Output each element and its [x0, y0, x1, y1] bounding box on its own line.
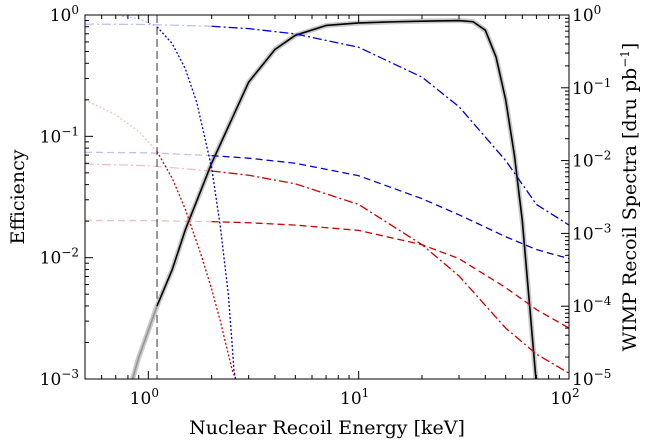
axes-layer: 100 101 102 10−3 10−2 10−1 100 10−5 10−4 10−3 10−2…	[40, 3, 612, 409]
y-axis-left-label: Efficiency	[7, 149, 29, 244]
x-tick-label-0: 100	[130, 386, 159, 409]
y-axis-right-label-sup: −1	[618, 50, 632, 68]
series-0-band	[129, 18, 539, 379]
series-4	[85, 219, 569, 329]
series-1-faint	[85, 23, 212, 27]
series-2	[85, 151, 569, 260]
y-right-tick-label-5: 100	[572, 3, 601, 26]
series-6-faint	[85, 99, 158, 152]
series-1-line	[211, 25, 569, 226]
x-tick-label-1: 101	[340, 386, 369, 409]
x-axis-label: Nuclear Recoil Energy [keV]	[189, 417, 465, 439]
y-axis-right-label-close: ]	[619, 43, 641, 50]
x-tick-label-2: 102	[550, 386, 579, 409]
series-0-line	[156, 19, 537, 379]
series-4-line	[211, 221, 569, 329]
series-0-faint	[131, 305, 158, 379]
y-axis-right-label: WIMP Recoil Spectra [dru pb−1]	[618, 43, 641, 352]
y-left-tick-label-3: 100	[50, 3, 79, 26]
series-2-line	[211, 154, 569, 260]
series-6-line	[156, 151, 237, 379]
y-right-tick-label-2: 10−3	[572, 221, 611, 244]
y-right-tick-label-1: 10−4	[572, 294, 612, 317]
series-layer	[85, 15, 569, 379]
y-left-tick-label-0: 10−3	[40, 367, 79, 390]
series-5-line	[156, 26, 237, 379]
series-5-faint	[121, 15, 158, 28]
series-5	[121, 15, 237, 379]
y-right-tick-label-4: 10−1	[572, 76, 611, 99]
y-axis-right-label-main: WIMP Recoil Spectra [dru pb	[619, 68, 641, 352]
plot-frame	[84, 14, 570, 380]
y-left-tick-label-2: 10−1	[40, 124, 79, 147]
y-right-tick-label-3: 10−2	[572, 149, 611, 172]
series-0	[129, 18, 539, 379]
series-1	[85, 23, 569, 226]
series-6	[85, 99, 237, 379]
y-left-tick-label-1: 10−2	[40, 246, 79, 269]
y-right-tick-label-0: 10−5	[572, 367, 611, 390]
series-3-faint	[85, 163, 212, 172]
series-4-faint	[85, 219, 212, 223]
series-3-line	[211, 170, 569, 374]
series-2-faint	[85, 151, 212, 157]
